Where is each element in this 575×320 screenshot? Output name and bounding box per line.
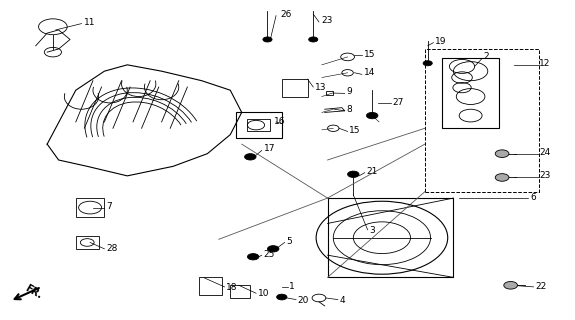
Text: 14: 14 [363,68,375,77]
Circle shape [366,112,378,119]
Circle shape [504,282,518,289]
Circle shape [495,150,509,157]
Text: 16: 16 [274,117,286,126]
Text: 23: 23 [322,16,333,25]
Text: 10: 10 [258,289,269,298]
Text: 11: 11 [85,18,96,27]
Text: 25: 25 [263,250,275,259]
Bar [328,198,454,277]
Text: 19: 19 [435,36,447,45]
Text: 18: 18 [227,283,238,292]
Circle shape [277,294,287,300]
Bar [442,59,499,128]
Text: 9: 9 [347,87,352,96]
Text: 26: 26 [281,10,292,19]
Circle shape [267,246,279,252]
Bar [76,236,99,249]
Text: 24: 24 [539,148,550,156]
Text: 1: 1 [289,282,295,291]
Bar [327,91,334,95]
Text: 6: 6 [531,193,536,202]
Text: 22: 22 [535,282,546,291]
Bar [230,285,250,298]
Text: 3: 3 [369,226,375,235]
Circle shape [347,171,359,178]
Text: 20: 20 [298,296,309,305]
Circle shape [309,37,318,42]
Bar [282,79,308,97]
Bar [425,49,539,192]
Text: 2: 2 [484,52,489,61]
Text: 15: 15 [363,50,375,59]
Text: FR.: FR. [23,283,44,300]
Text: 5: 5 [286,237,292,246]
Text: 7: 7 [106,203,112,212]
Bar [236,112,282,138]
Text: 23: 23 [539,172,551,180]
Bar [247,119,270,132]
Text: 8: 8 [347,105,352,114]
Text: 27: 27 [392,98,404,107]
Text: 15: 15 [349,126,361,135]
Bar [199,277,222,295]
Text: 21: 21 [366,167,378,176]
Circle shape [263,37,272,42]
Circle shape [247,253,259,260]
Text: 13: 13 [315,83,327,92]
Text: 17: 17 [263,144,275,153]
Circle shape [423,61,432,66]
Text: 28: 28 [106,244,117,253]
Text: 4: 4 [340,296,345,305]
Circle shape [495,174,509,181]
Text: 12: 12 [539,59,551,68]
Bar [76,198,105,217]
Circle shape [244,154,256,160]
